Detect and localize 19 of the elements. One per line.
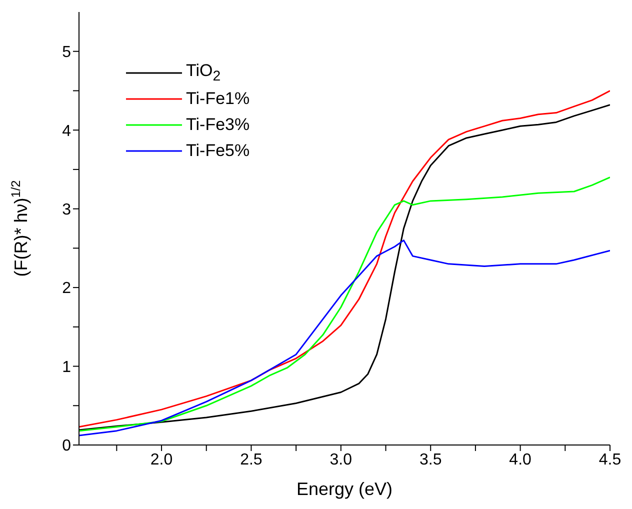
x-tick-label: 4.5 bbox=[598, 451, 622, 468]
y-tick-label: 4 bbox=[62, 122, 72, 140]
x-axis-title: Energy (eV) bbox=[296, 479, 393, 499]
y-tick-label: 5 bbox=[62, 44, 72, 62]
x-tick-label: 3.0 bbox=[330, 451, 352, 468]
line-series bbox=[79, 240, 610, 436]
y-tick-label: 3 bbox=[62, 202, 72, 218]
y-tick-label: 1 bbox=[62, 358, 72, 376]
legend-label: Ti-Fe3% bbox=[186, 115, 250, 135]
x-tick-label: 2.0 bbox=[150, 451, 173, 468]
line-series bbox=[79, 176, 610, 432]
y-tick-label: 0 bbox=[62, 438, 72, 455]
legend-label: Ti-Fe1% bbox=[186, 89, 250, 109]
x-tick-label: 2.5 bbox=[240, 451, 262, 468]
x-tick-label: 4.0 bbox=[509, 451, 532, 468]
legend-label: Ti-Fe5% bbox=[186, 141, 250, 161]
legend-label: TiO$_{2}$ bbox=[186, 61, 221, 85]
x-tick-label: 3.5 bbox=[419, 451, 442, 468]
y-tick-label: 2 bbox=[62, 280, 72, 298]
